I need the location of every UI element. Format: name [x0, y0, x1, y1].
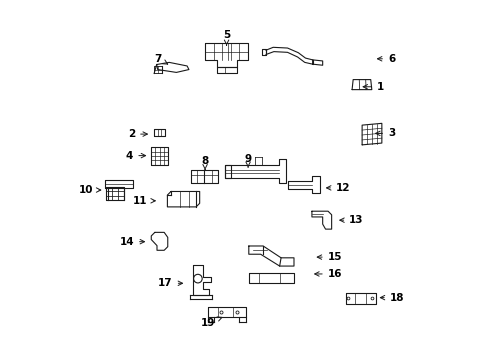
Text: 11: 11: [133, 196, 155, 206]
Text: 2: 2: [128, 129, 147, 139]
Text: 9: 9: [244, 154, 251, 167]
Text: 16: 16: [314, 269, 342, 279]
Text: 5: 5: [223, 30, 230, 45]
Text: 14: 14: [119, 237, 144, 247]
Text: 6: 6: [377, 54, 394, 64]
Text: 4: 4: [126, 150, 145, 161]
Text: 1: 1: [363, 82, 384, 92]
Text: 8: 8: [201, 156, 208, 169]
Text: 15: 15: [317, 252, 342, 262]
Text: 10: 10: [79, 185, 101, 195]
Text: 19: 19: [200, 317, 222, 328]
Text: 12: 12: [326, 183, 350, 193]
Text: 13: 13: [339, 215, 363, 225]
Text: 18: 18: [380, 293, 404, 303]
Text: 7: 7: [154, 54, 167, 64]
Text: 3: 3: [375, 129, 394, 138]
Text: 17: 17: [158, 278, 182, 288]
